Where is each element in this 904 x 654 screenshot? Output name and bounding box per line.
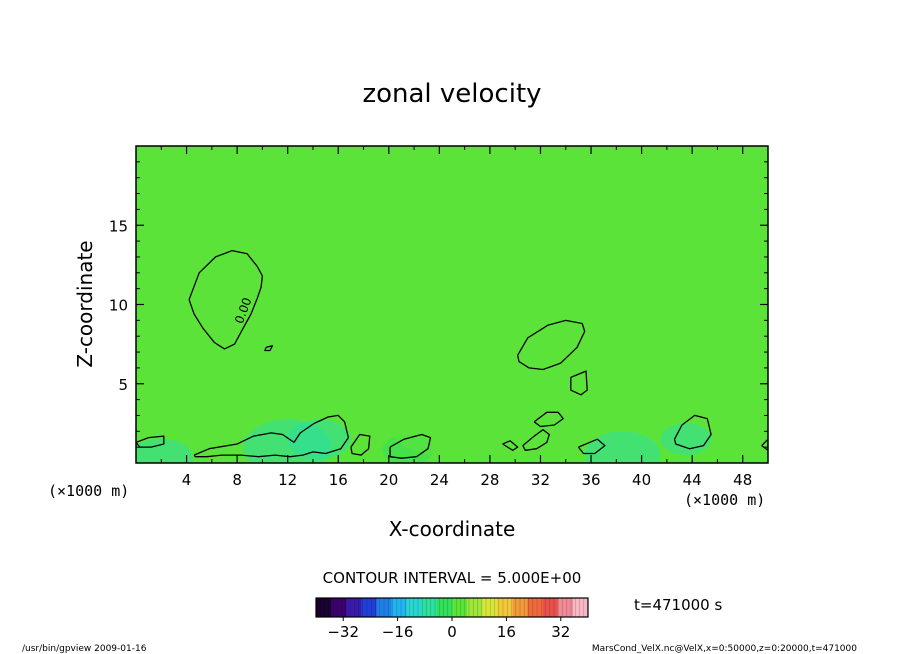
field-anomaly [445, 403, 535, 460]
field-anomaly [275, 320, 377, 384]
zero-contour [522, 429, 550, 451]
colorbar-cell [527, 598, 544, 617]
time-label: t=471000 s [634, 596, 722, 614]
x-tick-label: 20 [379, 471, 398, 489]
colorbar-cell [452, 598, 468, 617]
x-tick-label: 32 [531, 471, 550, 489]
colorbar-cell [406, 598, 423, 617]
x-axis-label: X-coordinate [389, 517, 516, 541]
colorbar-cell [512, 598, 529, 617]
field-anomaly [173, 280, 301, 360]
y-axis: 5 10 15 [109, 161, 768, 448]
zero-contour [502, 440, 519, 451]
x-axis: 4 8 12 16 20 24 28 32 36 40 44 48 [160, 146, 752, 489]
zero-contour [570, 370, 588, 396]
x-unit-label: (×1000 m) [48, 482, 129, 500]
zero-contour [389, 433, 432, 459]
x-tick-label: 28 [480, 471, 499, 489]
zero-contour [193, 414, 350, 458]
zero-contour [533, 411, 564, 428]
zero-contour [188, 249, 264, 350]
field-anomaly [136, 438, 193, 463]
chart-title: zonal velocity [362, 79, 541, 109]
y-axis-label: Z-coordinate [73, 240, 97, 367]
zero-contour [264, 345, 274, 352]
colorbar-tick-label: −16 [382, 623, 414, 641]
x-tick-label: 4 [182, 471, 192, 489]
x-unit-label-right: (×1000 m) [684, 491, 765, 509]
x-tick-label: 16 [329, 471, 348, 489]
colorbar-cell [361, 598, 377, 617]
y-tick-label: 15 [109, 217, 128, 235]
zero-contour [350, 433, 371, 456]
colorbar-cell [497, 598, 513, 617]
colorbar-cell [331, 598, 347, 617]
colorbar-cell [316, 598, 332, 617]
colorbar-cell [467, 598, 483, 617]
colorbar-cell [376, 598, 393, 617]
colorbar-tick-label: 0 [447, 623, 457, 641]
zero-contour [517, 319, 586, 371]
x-tick-label: 36 [581, 471, 600, 489]
contour-interval-label: CONTOUR INTERVAL = 5.000E+00 [323, 569, 582, 587]
footer-right: MarsCond_VelX.nc@VelX,x=0:50000,z=0:2000… [592, 644, 857, 654]
field-anomaly [660, 423, 712, 456]
plot-area: 0.00 [135, 145, 769, 464]
colorbar-tick-label: −32 [327, 623, 359, 641]
colorbar-cell [436, 598, 453, 617]
x-tick-label: 8 [232, 471, 242, 489]
colorbar-cell [482, 598, 498, 617]
field-anomalies [136, 280, 712, 463]
colorbar-cell [542, 598, 559, 617]
colorbar-cell [572, 598, 589, 617]
footer-left: /usr/bin/gpview 2009-01-16 [22, 644, 147, 654]
field-anomaly [287, 419, 351, 460]
y-tick-label: 5 [118, 376, 128, 394]
x-tick-label: 48 [733, 471, 752, 489]
x-tick-label: 24 [430, 471, 449, 489]
zero-contour [761, 438, 768, 451]
zero-contour [673, 414, 712, 450]
zero-contour [577, 438, 606, 455]
colorbar: −32 −16 0 16 32 [315, 597, 589, 641]
x-tick-label: 12 [278, 471, 297, 489]
x-tick-label: 40 [632, 471, 651, 489]
colorbar-tick-label: 32 [551, 623, 570, 641]
colorbar-cell [421, 598, 438, 617]
colorbar-cell [346, 598, 362, 617]
colorbar-cell [391, 598, 408, 617]
colorbar-cell [557, 598, 574, 617]
y-tick-label: 10 [109, 297, 128, 315]
x-tick-label: 44 [683, 471, 702, 489]
colorbar-tick-label: 16 [497, 623, 516, 641]
